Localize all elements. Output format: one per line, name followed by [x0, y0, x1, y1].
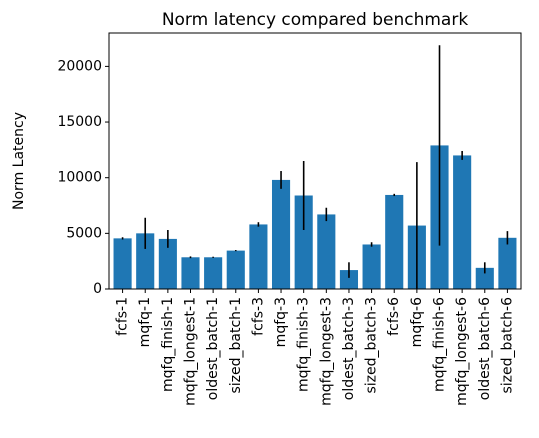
x-tick-label-mqfq-3: mqfq-3	[273, 297, 289, 347]
y-tick-label-20000: 20000	[57, 58, 102, 74]
error-bars-layer	[121, 45, 509, 289]
bar-oldest_batch-1	[204, 257, 223, 289]
y-axis-label: Norm Latency	[11, 112, 27, 210]
x-tick-label-mqfq_finish-3: mqfq_finish-3	[296, 297, 312, 392]
x-tick-label-fcfs-1: fcfs-1	[115, 297, 131, 336]
bar-oldest_batch-6	[475, 267, 494, 289]
y-tick-label-15000: 15000	[57, 114, 102, 130]
bar-mqfq_longest-1	[181, 257, 200, 289]
x-tick-label-mqfq_longest-3: mqfq_longest-3	[318, 297, 334, 406]
y-tick-label-5000: 5000	[66, 225, 102, 241]
bar-sized_batch-1	[226, 250, 245, 289]
x-tick-label-mqfq_finish-1: mqfq_finish-1	[160, 297, 176, 392]
y-axis: 0 5000 10000 15000 20000	[57, 58, 109, 297]
x-tick-label-mqfq-1: mqfq-1	[137, 297, 153, 347]
plot-frame	[108, 32, 522, 290]
chart-title: Norm latency compared benchmark	[162, 10, 469, 30]
x-tick-label-mqfq_finish-6: mqfq_finish-6	[432, 297, 448, 392]
bar-oldest_batch-3	[339, 270, 359, 289]
x-tick-label-sized_batch-6: sized_batch-6	[499, 297, 515, 394]
y-tick-label-0: 0	[93, 281, 102, 297]
bars-layer	[113, 145, 517, 289]
bar-sized_batch-6	[498, 237, 517, 289]
bar-mqfq_finish-1	[158, 238, 177, 289]
x-axis: fcfs-1 mqfq-1 mqfq_finish-1 mqfq_longest-1 o…	[115, 289, 515, 406]
bar-mqfq_longest-6	[453, 155, 472, 289]
x-tick-label-oldest_batch-6: oldest_batch-6	[477, 297, 493, 400]
x-tick-label-mqfq_longest-6: mqfq_longest-6	[454, 297, 470, 406]
bar-mqfq-1	[136, 233, 155, 289]
y-tick-label-10000: 10000	[57, 170, 102, 186]
x-tick-label-fcfs-6: fcfs-6	[386, 297, 402, 336]
bar-fcfs-6	[385, 194, 404, 289]
x-tick-label-sized_batch-1: sized_batch-1	[228, 297, 244, 394]
bar-fcfs-3	[249, 224, 268, 289]
x-tick-label-fcfs-3: fcfs-3	[250, 297, 266, 336]
bar-mqfq-3	[271, 179, 291, 289]
bar-sized_batch-3	[362, 244, 381, 289]
bar-mqfq_longest-3	[317, 214, 336, 289]
x-tick-label-mqfq-6: mqfq-6	[409, 297, 425, 347]
bar-fcfs-1	[113, 238, 132, 289]
bar-mqfq_finish-3	[294, 195, 313, 289]
x-tick-label-mqfq_longest-1: mqfq_longest-1	[182, 297, 198, 406]
x-tick-label-oldest_batch-3: oldest_batch-3	[341, 297, 357, 400]
x-tick-label-oldest_batch-1: oldest_batch-1	[205, 297, 221, 400]
x-tick-label-sized_batch-3: sized_batch-3	[364, 297, 380, 394]
